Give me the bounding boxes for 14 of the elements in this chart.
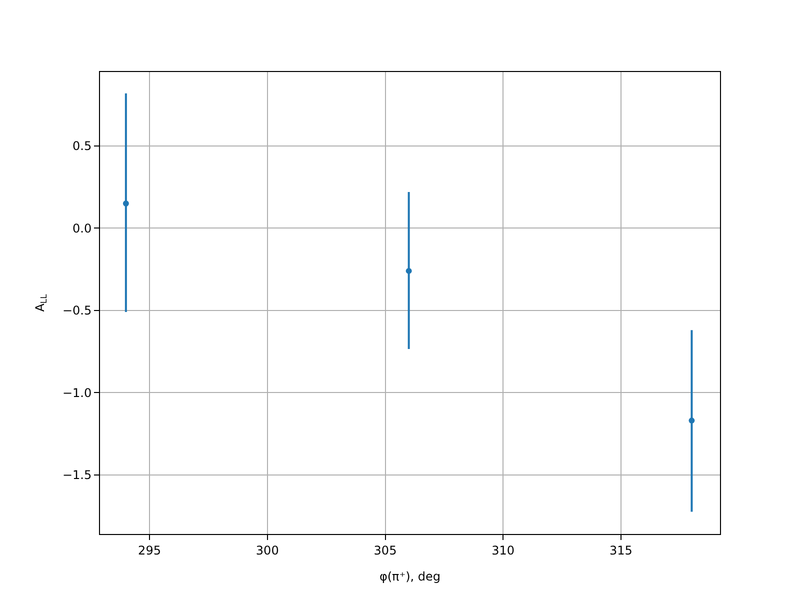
y-tick-label: 0.5 (72, 139, 92, 154)
x-tick-label: 305 (374, 543, 397, 558)
x-tick-label: 310 (492, 543, 515, 558)
x-axis-title: φ(π⁺), deg (379, 569, 441, 584)
x-tick-label: 315 (610, 543, 632, 558)
x-tick-label: 295 (138, 543, 161, 558)
y-tick-label: −0.5 (62, 304, 92, 318)
y-tick-label: −1.5 (62, 468, 92, 482)
point (688, 418, 695, 424)
y-tick-label: −1.0 (62, 386, 92, 400)
y-tick-label: 0.0 (72, 221, 92, 236)
x-tick-label: 300 (256, 543, 279, 558)
point (406, 268, 412, 274)
point (122, 200, 129, 207)
